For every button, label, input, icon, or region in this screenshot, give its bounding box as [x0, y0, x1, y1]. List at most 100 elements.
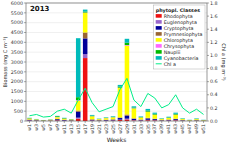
bar: [180, 118, 185, 119]
bar: [194, 118, 199, 119]
y-axis-label: Biomass (mg C m⁻³): [2, 37, 9, 88]
y2-tick-label: 0.4: [210, 92, 218, 97]
bar: [187, 119, 192, 120]
bar: [125, 43, 130, 45]
bar: [97, 120, 102, 121]
x-tick-label: w31: [132, 124, 137, 134]
bar: [83, 58, 88, 121]
legend-swatch: [156, 20, 162, 24]
legend-swatch: [156, 32, 162, 36]
bar: [62, 118, 67, 119]
x-tick: [78, 121, 79, 123]
bar: [97, 118, 102, 119]
bar: [180, 119, 185, 121]
bar: [139, 117, 144, 118]
bar: [139, 117, 144, 118]
x-tick-label: w37: [152, 124, 157, 134]
bar: [153, 115, 158, 119]
y2-tick-label: 0.2: [210, 106, 218, 111]
x-tick-label: w39: [159, 124, 164, 134]
x-tick: [99, 121, 100, 123]
bar: [146, 119, 151, 120]
x-tick-label: w3: [34, 124, 39, 131]
bar: [90, 116, 95, 119]
bar: [55, 116, 60, 118]
x-tick: [36, 121, 37, 123]
y2-tick-label: 1.4: [210, 27, 218, 32]
y2-tick-label: 0.0: [210, 119, 218, 124]
bar: [34, 118, 39, 119]
title: 2013: [30, 5, 50, 13]
bar: [146, 110, 151, 111]
bar: [159, 118, 164, 119]
legend-swatch: [156, 14, 162, 18]
bar: [201, 119, 206, 120]
bar: [180, 118, 185, 119]
x-tick-label: w43: [173, 124, 178, 134]
y2-tick-label: 1.0: [210, 53, 218, 58]
bar: [48, 119, 53, 120]
legend-label: Rhodophyta: [164, 14, 193, 19]
y2-tick-label: 1.8: [210, 1, 218, 6]
bar: [166, 118, 171, 120]
x-tick: [203, 121, 204, 123]
bar: [194, 119, 199, 121]
bar: [153, 113, 158, 114]
x-tick-label: w11: [62, 124, 67, 134]
x-tick-label: w19: [90, 124, 95, 134]
legend-label: Chl a: [164, 62, 176, 67]
y-tick-label: 5000: [11, 20, 23, 25]
bar: [27, 117, 32, 118]
bar: [132, 106, 137, 107]
x-tick: [119, 121, 120, 123]
x-tick-label: w13: [69, 124, 74, 134]
bar: [90, 116, 95, 117]
bar: [159, 120, 164, 121]
x-tick-label: w25: [111, 124, 116, 134]
x-tick-label: w17: [83, 124, 88, 134]
x-tick-label: w29: [125, 124, 130, 134]
bar: [104, 118, 109, 120]
x-tick: [71, 121, 72, 123]
legend-label: Chrysophyta: [164, 44, 194, 49]
bar: [125, 115, 130, 116]
bar: [69, 119, 74, 120]
y-tick-label: 6000: [11, 1, 23, 6]
bar: [173, 113, 178, 115]
axes: 0500100015002000250030003500400045005000…: [11, 1, 218, 134]
bar: [83, 12, 88, 13]
x-tick: [196, 121, 197, 123]
y-tick-label: 5500: [11, 11, 23, 16]
bar: [146, 112, 151, 118]
y2-tick-label: 1.6: [210, 14, 218, 19]
bar: [90, 115, 95, 116]
grid-line: [26, 111, 207, 112]
legend-label: Chlorophyta: [164, 38, 193, 43]
bar: [146, 109, 151, 111]
legend-label: Cyanobacteria: [164, 56, 199, 61]
bar: [166, 117, 171, 118]
x-tick-label: w1: [27, 124, 32, 131]
bar: [146, 111, 151, 112]
bar: [27, 119, 32, 120]
y-tick-label: 1000: [11, 99, 23, 104]
bar: [41, 119, 46, 120]
x-tick: [175, 121, 176, 123]
bar: [173, 113, 178, 114]
bar: [62, 117, 67, 118]
bar: [159, 118, 164, 119]
bar: [34, 119, 39, 120]
bar: [111, 116, 116, 118]
bar: [173, 115, 178, 119]
x-tick-label: w45: [180, 124, 185, 134]
y-tick-label: 0: [20, 119, 23, 124]
bar: [83, 10, 88, 12]
bar: [194, 118, 199, 119]
x-tick-label: w7: [48, 124, 53, 131]
grid-line: [26, 71, 207, 72]
x-tick: [113, 121, 114, 123]
bar: [111, 116, 116, 117]
bar: [55, 115, 60, 116]
bar: [55, 117, 60, 118]
bar: [139, 119, 144, 121]
